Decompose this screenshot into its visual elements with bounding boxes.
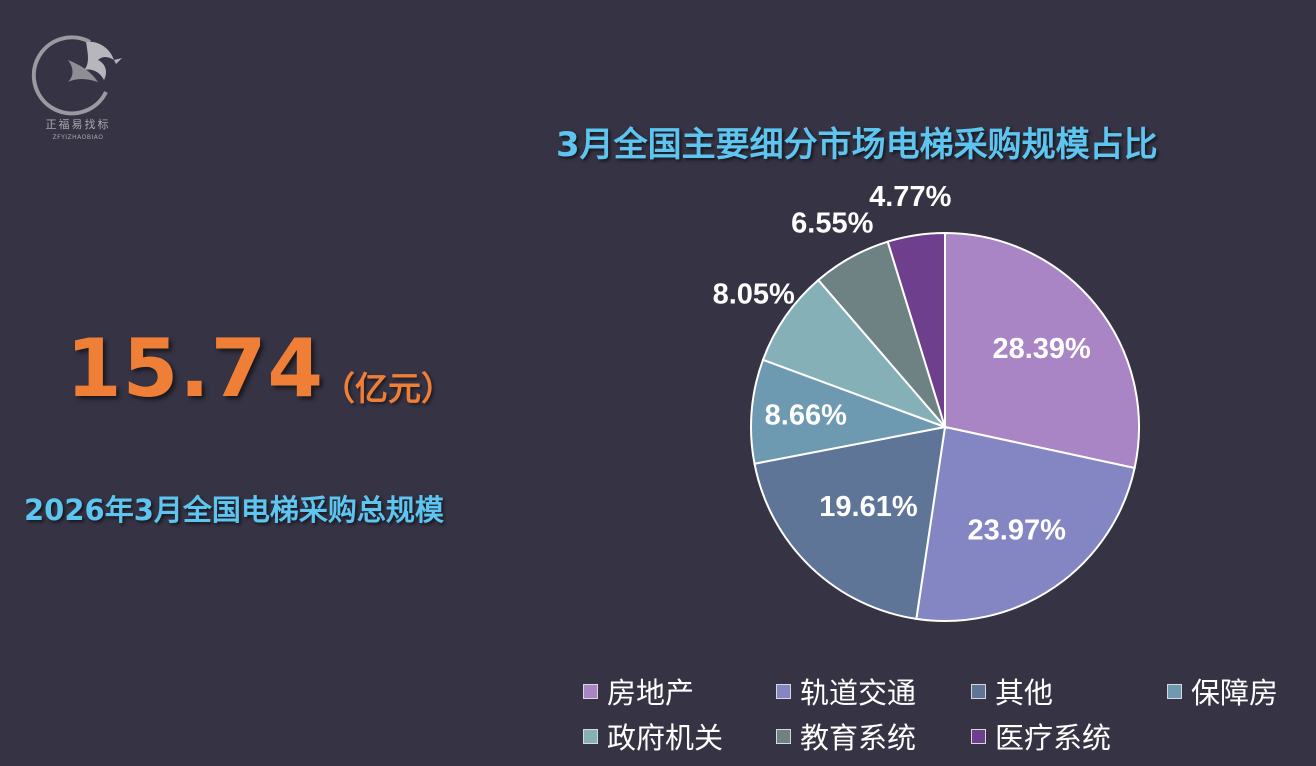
pie-data-label-3: 8.66%	[765, 400, 847, 432]
pie-slice-3	[750, 358, 949, 465]
total-label: 2026年3月全国电梯采购总规模	[24, 493, 444, 527]
legend-item-2: 其他	[971, 670, 1053, 712]
logo-brand-cn: 正福易找标	[45, 118, 111, 131]
pie-data-label-2: 19.61%	[819, 491, 918, 523]
legend-label: 轨道交通	[800, 676, 917, 710]
legend-label: 其他	[995, 676, 1054, 710]
pie-slice-4	[761, 278, 949, 430]
pie-data-label-0: 28.39%	[992, 333, 1091, 365]
brand-logo: 正福易找标 ZFYIZHAOBIAO	[28, 30, 128, 145]
pie-slice-0	[944, 231, 1140, 470]
total-value: 15.74	[66, 322, 325, 415]
pie-data-label-1: 23.97%	[968, 515, 1067, 547]
chart-title: 3月全国主要细分市场电梯采购规模占比	[556, 125, 1158, 165]
total-unit: （亿元）	[322, 369, 454, 408]
pie-data-label-5: 6.55%	[791, 207, 873, 239]
legend-item-1: 轨道交通	[776, 670, 916, 712]
legend-swatch	[583, 728, 598, 744]
legend-label: 房地产	[607, 676, 695, 710]
legend-swatch	[1167, 683, 1182, 699]
legend-swatch	[776, 683, 791, 699]
legend-label: 保障房	[1191, 676, 1279, 710]
legend-label: 医疗系统	[995, 721, 1112, 755]
legend-item-3: 保障房	[1167, 670, 1278, 712]
pie-slice-1	[915, 425, 1136, 622]
legend-item-0: 房地产	[583, 670, 694, 712]
legend-label: 教育系统	[800, 721, 917, 755]
legend-swatch	[971, 683, 986, 699]
logo-brand-en: ZFYIZHAOBIAO	[52, 134, 104, 141]
pie-slice-6	[886, 231, 946, 428]
legend-swatch	[776, 728, 791, 744]
pie-data-label-6: 4.77%	[869, 181, 951, 213]
legend-item-4: 政府机关	[583, 715, 723, 757]
legend-swatch	[971, 728, 986, 744]
legend-swatch	[583, 683, 598, 699]
pie-slice-2	[753, 425, 947, 621]
pie-data-label-4: 8.05%	[713, 278, 795, 310]
legend-label: 政府机关	[607, 721, 724, 755]
eagle-logo-icon	[31, 35, 122, 116]
legend-item-6: 医疗系统	[971, 715, 1111, 757]
legend-item-5: 教育系统	[776, 715, 916, 757]
